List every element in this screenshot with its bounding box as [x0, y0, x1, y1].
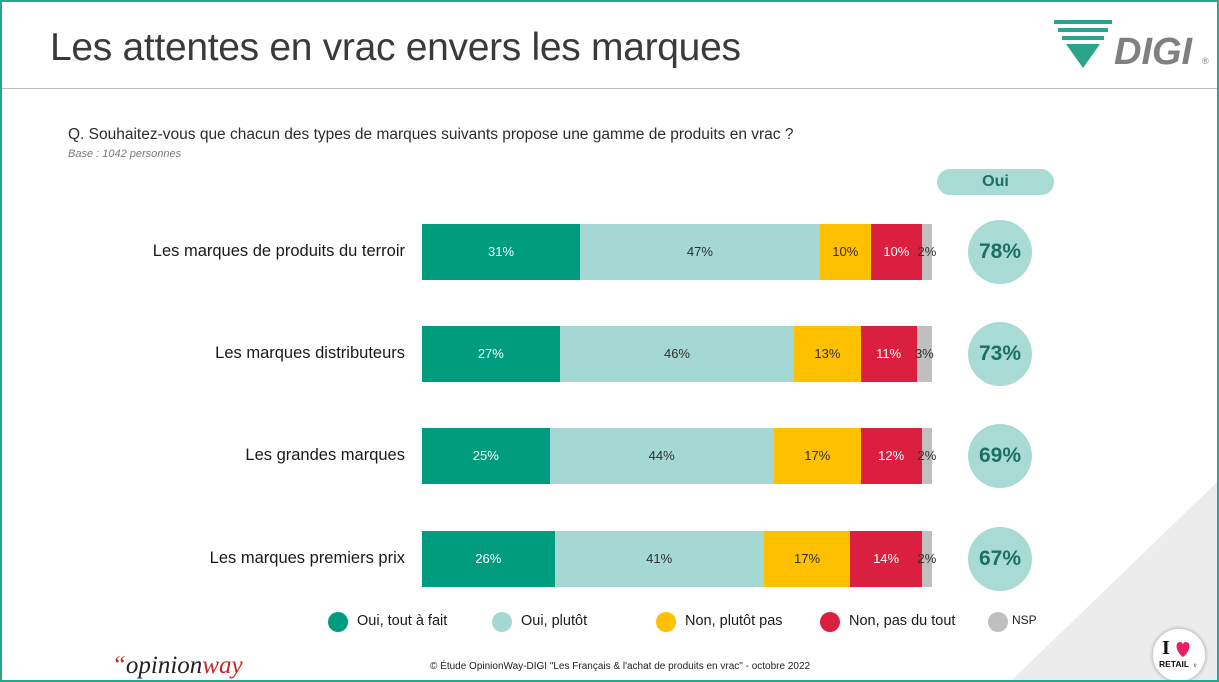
bar-value-label: 2%	[917, 448, 937, 463]
opinionway-logo: “opinionway	[112, 652, 243, 680]
bar-segment	[763, 531, 851, 587]
bar-value-label: 27%	[477, 346, 504, 361]
oui-total-badge: 67%	[968, 527, 1032, 591]
legend-label: NSP	[1012, 613, 1037, 627]
oui-total-badge: 78%	[968, 220, 1032, 284]
bar-value-label: 10%	[883, 244, 910, 259]
legend-swatch	[328, 612, 348, 632]
legend-swatch	[988, 612, 1008, 632]
category-label: Les marques de produits du terroir	[152, 242, 405, 260]
bar-value-label: 2%	[917, 244, 937, 259]
legend-swatch	[656, 612, 676, 632]
bar-value-label: 26%	[475, 551, 502, 566]
bar-value-label: 10%	[832, 244, 859, 259]
bar-segment	[860, 428, 922, 484]
bar-segment	[921, 531, 932, 587]
bar-segment	[921, 224, 932, 280]
bar-segment	[422, 326, 560, 382]
legend-swatch	[492, 612, 512, 632]
bar-value-label: 13%	[814, 346, 841, 361]
page-title: Les attentes en vrac envers les marques	[50, 26, 741, 69]
bar-value-label: 31%	[488, 244, 515, 259]
i-love-retail-icon: I RETAIL fr	[1159, 637, 1197, 669]
category-label: Les marques distributeurs	[215, 344, 405, 362]
i-love-retail-badge: I RETAIL fr	[1152, 628, 1206, 680]
bar-segment	[559, 326, 795, 382]
oui-total-header: Oui	[937, 169, 1054, 195]
bar-value-label: 25%	[472, 448, 499, 463]
bar-segment	[773, 428, 861, 484]
digi-logo: DIGI ®	[1054, 20, 1209, 73]
digi-logo-registered: ®	[1202, 56, 1209, 66]
oui-total-badge: 73%	[968, 322, 1032, 386]
legend-label: Oui, tout à fait	[357, 613, 448, 629]
bar-value-label: 14%	[873, 551, 900, 566]
bar-segment	[819, 224, 871, 280]
bar-value-label: 3%	[914, 346, 934, 361]
heart-icon	[1176, 642, 1190, 657]
legend-swatch	[820, 612, 840, 632]
bar-value-label: 44%	[648, 448, 675, 463]
bar-segment	[921, 428, 932, 484]
survey-base: Base : 1042 personnes	[68, 148, 182, 160]
bar-segment	[794, 326, 861, 382]
source-footnote: © Étude OpinionWay-DIGI "Les Français & …	[430, 661, 811, 672]
bar-value-label: 17%	[794, 551, 821, 566]
oui-total-badge: 69%	[968, 424, 1032, 488]
digi-logo-mark	[1054, 20, 1112, 68]
retail-badge-i: I	[1162, 637, 1170, 659]
bar-value-label: 46%	[663, 346, 690, 361]
opinionway-logo-opinion: opinion	[125, 652, 203, 679]
legend-label: Non, plutôt pas	[685, 613, 783, 629]
bar-value-label: 41%	[646, 551, 673, 566]
retail-badge-suffix: fr	[1194, 663, 1197, 668]
retail-badge-text: RETAIL	[1159, 659, 1189, 669]
bar-segment	[916, 326, 932, 382]
opinionway-logo-way: way	[202, 652, 243, 679]
legend-label: Oui, plutôt	[521, 613, 588, 629]
legend-label: Non, pas du tout	[849, 613, 956, 629]
survey-question: Q. Souhaitez-vous que chacun des types d…	[68, 126, 794, 143]
bar-segment	[554, 531, 764, 587]
bar-segment	[860, 326, 917, 382]
bar-value-label: 2%	[917, 551, 937, 566]
bar-value-label: 12%	[878, 448, 905, 463]
bar-segment	[850, 531, 922, 587]
bar-segment	[549, 428, 774, 484]
bar-segment	[580, 224, 820, 280]
bar-segment	[422, 428, 550, 484]
bar-segment	[422, 224, 581, 280]
bar-value-label: 17%	[804, 448, 831, 463]
bar-segment	[422, 531, 555, 587]
digi-logo-text: DIGI	[1114, 31, 1194, 73]
category-label: Les marques premiers prix	[209, 549, 405, 567]
bar-segment	[870, 224, 922, 280]
bar-value-label: 11%	[876, 346, 902, 361]
category-label: Les grandes marques	[245, 446, 405, 464]
title-divider	[2, 88, 1217, 89]
bar-value-label: 47%	[686, 244, 713, 259]
opinionway-logo-quote: “	[112, 652, 126, 679]
